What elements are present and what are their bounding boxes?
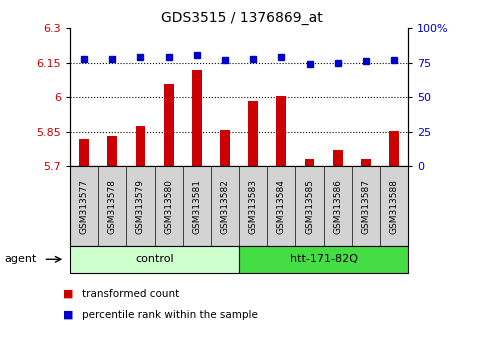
Bar <box>107 136 117 166</box>
Text: GSM313578: GSM313578 <box>108 179 117 234</box>
Text: GSM313583: GSM313583 <box>249 179 257 234</box>
Bar <box>276 96 286 166</box>
Bar <box>389 131 399 166</box>
Bar <box>192 70 202 166</box>
Text: GSM313579: GSM313579 <box>136 179 145 234</box>
Text: agent: agent <box>5 254 37 264</box>
Text: GSM313582: GSM313582 <box>221 179 229 234</box>
Text: GSM313588: GSM313588 <box>390 179 398 234</box>
Bar <box>248 101 258 166</box>
Text: GSM313580: GSM313580 <box>164 179 173 234</box>
Text: GSM313581: GSM313581 <box>192 179 201 234</box>
Text: percentile rank within the sample: percentile rank within the sample <box>82 310 258 320</box>
Text: ■: ■ <box>63 289 73 299</box>
Text: GSM313585: GSM313585 <box>305 179 314 234</box>
Text: GSM313584: GSM313584 <box>277 179 286 234</box>
Text: GSM313586: GSM313586 <box>333 179 342 234</box>
Text: htt-171-82Q: htt-171-82Q <box>290 254 357 264</box>
Bar <box>164 84 173 166</box>
Text: transformed count: transformed count <box>82 289 179 299</box>
Bar <box>361 159 371 166</box>
Bar <box>136 126 145 166</box>
Text: GDS3515 / 1376869_at: GDS3515 / 1376869_at <box>161 11 322 25</box>
Text: GSM313587: GSM313587 <box>361 179 370 234</box>
Text: ■: ■ <box>63 310 73 320</box>
Text: GSM313577: GSM313577 <box>80 179 88 234</box>
Bar <box>79 139 89 166</box>
Bar <box>305 159 314 166</box>
Bar <box>333 150 342 166</box>
Bar <box>220 130 230 166</box>
Text: control: control <box>135 254 174 264</box>
